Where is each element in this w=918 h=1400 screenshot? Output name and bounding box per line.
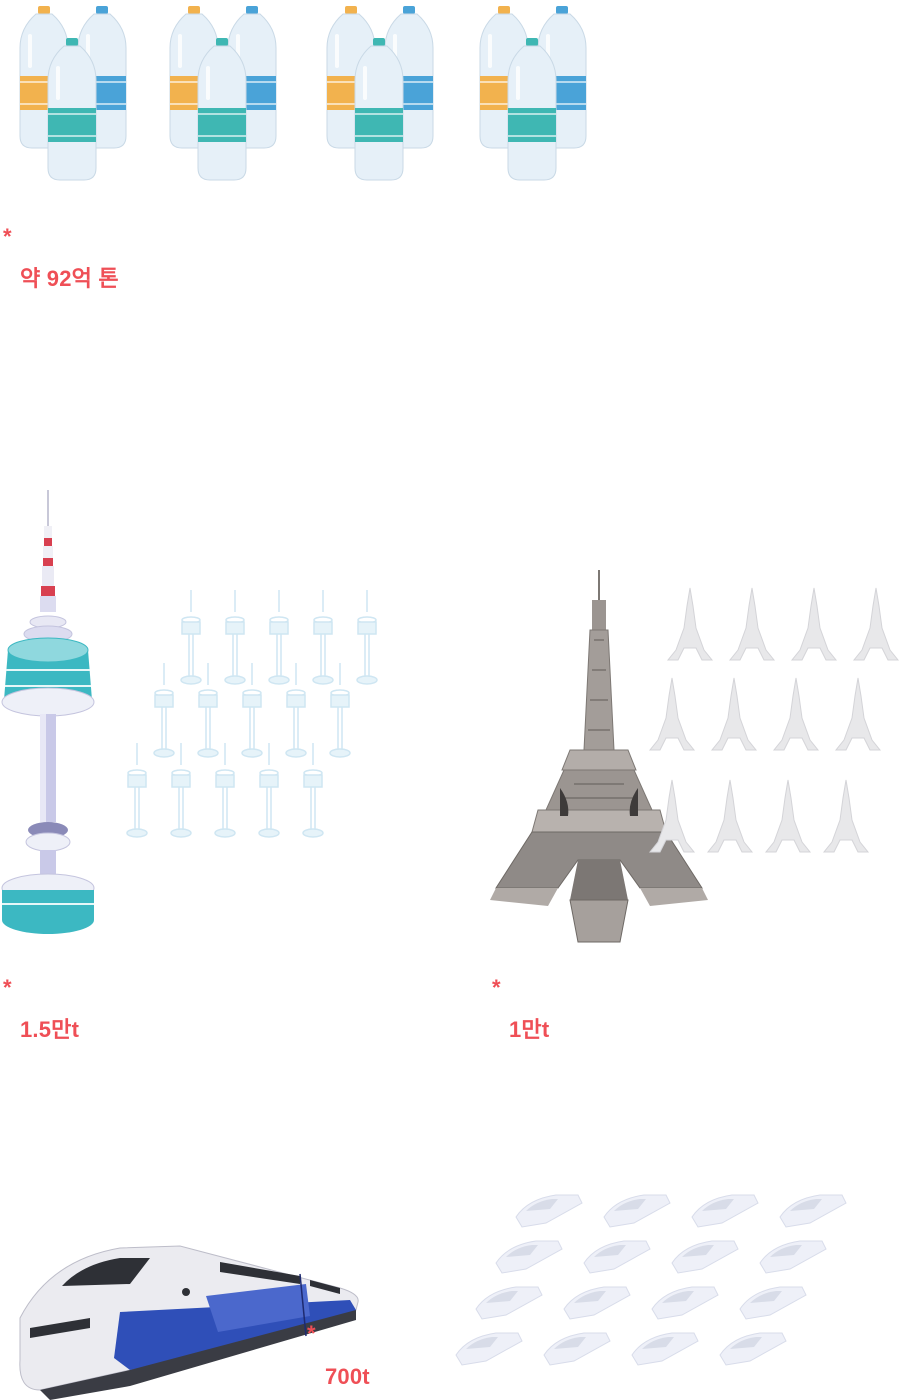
eiffel-mini-tower-icon xyxy=(765,779,811,853)
namsan-mini-tower-icon xyxy=(126,742,148,838)
ktx-mini-train-icon xyxy=(603,1194,671,1228)
namsan-mini-tower-icon xyxy=(241,662,263,758)
ktx-mini-train-icon xyxy=(583,1240,651,1274)
namsan-mini-tower-icon xyxy=(258,742,280,838)
ktx-mini-train-icon xyxy=(739,1286,807,1320)
ktx-mini-train-icon xyxy=(691,1194,759,1228)
namsan-footnote-marker: * xyxy=(3,975,12,1000)
water-footnote-marker: * xyxy=(3,224,12,249)
ktx-mini-train-icon xyxy=(631,1332,699,1366)
eiffel-value: 1만t xyxy=(509,1017,550,1042)
ktx-mini-train-icon xyxy=(475,1286,543,1320)
ktx-mini-train-icon xyxy=(495,1240,563,1274)
namsan-mini-tower-icon xyxy=(329,662,351,758)
ktx-mini-train-icon xyxy=(563,1286,631,1320)
ktx-footnote-marker: * xyxy=(307,1321,316,1346)
bottle-group xyxy=(325,4,435,182)
ktx-value: 700t xyxy=(325,1364,370,1389)
namsan-mini-tower-icon xyxy=(285,662,307,758)
eiffel-mini-tower-icon xyxy=(667,587,713,661)
water-bottle-icon xyxy=(46,36,98,182)
eiffel-mini-tower-icon xyxy=(729,587,775,661)
ktx-ghost-grid xyxy=(455,1194,847,1366)
water-bottle-icon xyxy=(506,36,558,182)
water-value: 약 92억 톤 xyxy=(20,266,119,291)
ktx-mini-train-icon xyxy=(455,1332,523,1366)
bottle-group xyxy=(168,4,278,182)
namsan-mini-tower-icon xyxy=(180,589,202,685)
eiffel-ghost-grid xyxy=(649,587,899,853)
namsan-mini-tower-icon xyxy=(268,589,290,685)
eiffel-mini-tower-icon xyxy=(853,587,899,661)
namsan-mini-tower-icon xyxy=(224,589,246,685)
namsan-mini-tower-icon xyxy=(312,589,334,685)
eiffel-mini-tower-icon xyxy=(649,677,695,751)
ktx-mini-train-icon xyxy=(543,1332,611,1366)
eiffel-mini-tower-icon xyxy=(773,677,819,751)
ktx-mini-train-icon xyxy=(719,1332,787,1366)
ktx-mini-train-icon xyxy=(515,1194,583,1228)
eiffel-tower-icon xyxy=(490,570,708,943)
eiffel-mini-tower-icon xyxy=(649,779,695,853)
namsan-mini-tower-icon xyxy=(170,742,192,838)
water-bottle-icon xyxy=(353,36,405,182)
namsan-mini-tower-icon xyxy=(153,662,175,758)
eiffel-mini-tower-icon xyxy=(835,677,881,751)
ktx-mini-train-icon xyxy=(779,1194,847,1228)
eiffel-mini-tower-icon xyxy=(707,779,753,853)
namsan-tower-icon xyxy=(1,490,95,934)
namsan-mini-tower-icon xyxy=(302,742,324,838)
bottle-group xyxy=(478,4,588,182)
eiffel-footnote-marker: * xyxy=(492,975,501,1000)
namsan-mini-tower-icon xyxy=(214,742,236,838)
ktx-mini-train-icon xyxy=(759,1240,827,1274)
water-bottle-icon xyxy=(196,36,248,182)
namsan-value: 1.5만t xyxy=(20,1017,80,1042)
namsan-mini-tower-icon xyxy=(197,662,219,758)
namsan-mini-tower-icon xyxy=(356,589,378,685)
ktx-mini-train-icon xyxy=(671,1240,739,1274)
namsan-ghost-grid xyxy=(126,589,378,838)
high-speed-train-icon xyxy=(19,1245,359,1400)
bottle-group xyxy=(18,4,128,182)
ktx-mini-train-icon xyxy=(651,1286,719,1320)
eiffel-mini-tower-icon xyxy=(823,779,869,853)
eiffel-mini-tower-icon xyxy=(711,677,757,751)
eiffel-mini-tower-icon xyxy=(791,587,837,661)
water-bottles-row xyxy=(18,4,588,182)
